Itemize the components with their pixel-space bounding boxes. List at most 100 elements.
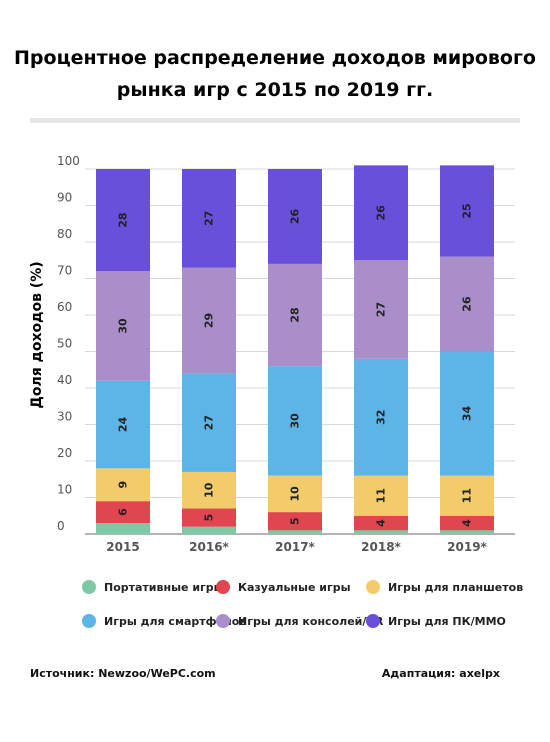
legend-swatch (366, 580, 380, 594)
legend-label: Игры для смартфонов (104, 615, 246, 628)
data-label: 32 (375, 410, 388, 425)
bar-segment (440, 475, 494, 516)
bar-segment (182, 526, 236, 534)
data-label: 30 (289, 413, 302, 429)
legend-label: Игры для консолей/VR (238, 615, 384, 628)
bar-segment (440, 515, 494, 531)
data-label: 27 (203, 211, 216, 226)
legend-swatch (366, 614, 380, 628)
legend-swatch (82, 580, 96, 594)
bar-segment (354, 260, 408, 359)
bar-segment (268, 169, 322, 264)
chart-title-line-1: Процентное распределение доходов мировог… (14, 47, 536, 69)
bar-segment (268, 530, 322, 534)
bar-segment (96, 271, 150, 381)
bar-segment (182, 471, 236, 509)
legend-label: Казуальные игры (238, 581, 351, 594)
legend-item: Игры для ПК/ММО (366, 614, 506, 628)
data-label: 26 (375, 205, 388, 221)
x-tick-label: 2019* (447, 540, 487, 554)
x-axis-ticks: 2015 2016* 2017* 2018* 2019* (106, 540, 487, 554)
bar-segment (182, 267, 236, 374)
y-tick-label: 60 (57, 300, 72, 314)
bar-segment (96, 169, 150, 272)
data-label: 27 (375, 302, 388, 317)
adaptation-note: Адаптация: axelpx (382, 667, 500, 680)
legend-item: Портативные игры (82, 580, 224, 594)
data-label: 28 (289, 307, 302, 322)
data-label: 11 (461, 488, 474, 503)
bar-segment (440, 351, 494, 476)
data-label: 4 (461, 519, 474, 527)
y-tick-label: 70 (57, 264, 72, 278)
legend-label: Портативные игры (104, 581, 224, 594)
data-label: 27 (203, 415, 216, 430)
legend-swatch (216, 614, 230, 628)
bar-segment (440, 165, 494, 257)
y-tick-label: 20 (57, 446, 72, 460)
data-label: 9 (117, 481, 130, 489)
bar-segment (354, 530, 408, 534)
y-tick-label: 80 (57, 227, 72, 241)
bar-segment (440, 530, 494, 534)
data-label: 10 (289, 486, 302, 502)
bar-segment (182, 373, 236, 472)
bar-stack: 5 10 27 29 27 (182, 169, 236, 534)
y-axis-label: Доля доходов (%) (29, 261, 45, 408)
bar-segment (354, 515, 408, 531)
x-tick-label: 2018* (361, 540, 401, 554)
bar-segment (268, 263, 322, 367)
bar-segment (182, 508, 236, 527)
bar-stack: 6 9 24 30 28 (96, 169, 150, 534)
bar-segment (440, 256, 494, 352)
legend-item: Игры для планшетов (366, 580, 523, 594)
data-label: 28 (117, 212, 130, 227)
bar-segment (354, 358, 408, 476)
legend-swatch (82, 614, 96, 628)
y-tick-label: 30 (57, 410, 72, 424)
legend-item: Игры для смартфонов (82, 614, 246, 628)
x-tick-label: 2016* (189, 540, 229, 554)
data-label: 5 (203, 514, 216, 522)
bar-segment (268, 512, 322, 531)
bar-segment (182, 169, 236, 268)
data-label: 4 (375, 519, 388, 527)
bar-segment (96, 468, 150, 502)
y-axis-ticks: 0 10 20 30 40 50 60 70 80 90 100 (57, 154, 80, 533)
bar-segment (96, 380, 150, 469)
bar-segment (354, 165, 408, 261)
bar-segment (268, 475, 322, 513)
y-tick-label: 40 (57, 373, 72, 387)
legend: Портативные игры Казуальные игры Игры для … (82, 580, 523, 628)
y-tick-label: 100 (57, 154, 80, 168)
data-label: 6 (117, 508, 130, 516)
bar-segment (96, 501, 150, 524)
legend-swatch (216, 580, 230, 594)
y-tick-label: 10 (57, 483, 72, 497)
bar-stack: 4 11 34 26 25 (440, 165, 494, 534)
title-divider (30, 118, 520, 123)
bar-segment (96, 523, 150, 534)
legend-label: Игры для ПК/ММО (388, 615, 506, 628)
y-tick-label: 90 (57, 191, 72, 205)
bar-segment (268, 366, 322, 476)
data-label: 11 (375, 488, 388, 503)
legend-label: Игры для планшетов (388, 581, 523, 594)
source-note: Источник: Newzoo/WePC.com (30, 667, 216, 680)
data-label: 25 (461, 203, 474, 218)
bar-stack: 5 10 30 28 26 (268, 169, 322, 534)
data-label: 29 (203, 313, 216, 328)
data-label: 30 (117, 318, 130, 334)
y-tick-label: 0 (57, 519, 65, 533)
legend-item: Казуальные игры (216, 580, 351, 594)
chart-title-line-2: рынка игр с 2015 по 2019 гг. (117, 79, 433, 101)
data-label: 10 (203, 482, 216, 498)
y-tick-label: 50 (57, 337, 72, 351)
x-tick-label: 2015 (106, 540, 139, 554)
data-label: 26 (289, 208, 302, 224)
legend-item: Игры для консолей/VR (216, 614, 384, 628)
data-label: 26 (461, 296, 474, 312)
data-label: 5 (289, 517, 302, 525)
bar-stack: 4 11 32 27 26 (354, 165, 408, 534)
